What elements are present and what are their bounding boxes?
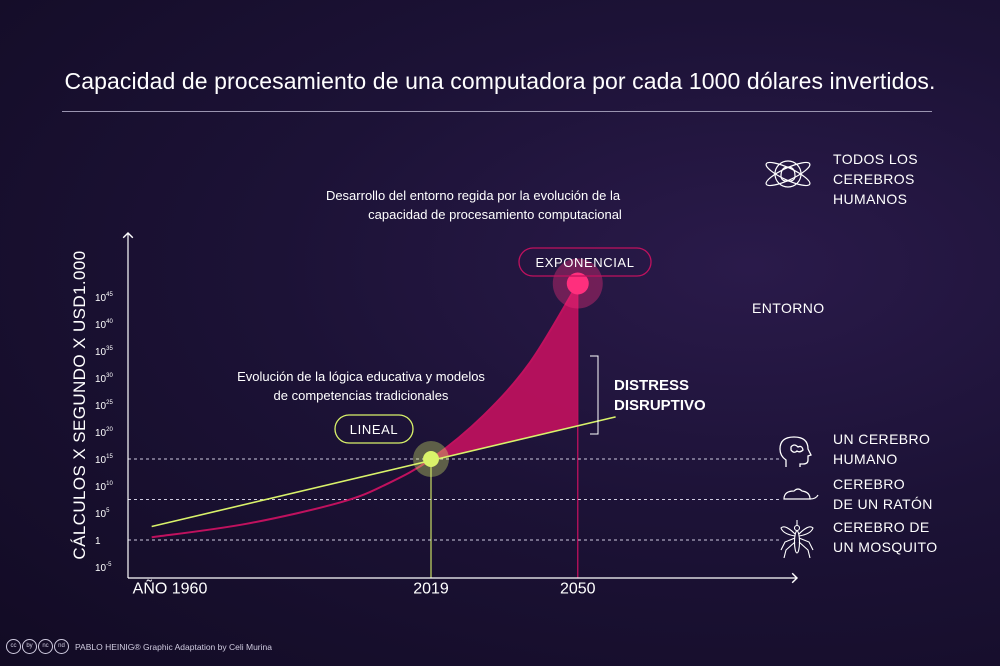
human-brain-line1: UN CEREBRO [833, 431, 930, 447]
y-tick-label: 1015 [95, 454, 113, 466]
y-tick-label: 10-5 [95, 562, 112, 574]
y-axis-label: CÁLCULOS X SEGUNDO X USD1.000 [70, 250, 89, 559]
linear-annotation-line2: de competencias tradicionales [274, 388, 449, 403]
linear-label-box [334, 414, 414, 444]
y-tick-label: 1030 [95, 373, 113, 385]
exponential-label-box [518, 247, 652, 277]
mouse-icon [783, 488, 819, 500]
y-tick-exponent: 15 [106, 454, 113, 460]
all-brains-line3: HUMANOS [833, 191, 907, 207]
y-tick-label: 1 [95, 536, 101, 547]
linear-label: LINEAL [350, 422, 398, 437]
brain-icon [779, 436, 812, 467]
page-title: Capacidad de procesamiento de una comput… [64, 68, 936, 94]
y-tick-exponent: 25 [106, 400, 113, 406]
y-tick-exponent: 45 [106, 292, 113, 298]
y-tick-label: 105 [95, 508, 110, 520]
nd-icon: nd [54, 639, 69, 654]
y-tick-label: 1010 [95, 481, 113, 493]
y-tick-exponent: 10 [106, 481, 113, 487]
y-tick-exponent: 20 [106, 427, 113, 433]
distress-label-line1: DISTRESS [614, 377, 689, 394]
y-tick-exponent: 30 [106, 373, 113, 379]
mouse-brain-line1: CEREBRO [833, 476, 905, 492]
all-brains-icon [765, 160, 811, 188]
y-tick-label: 1035 [95, 346, 113, 358]
linear-annotation-line1: Evolución de la lógica educativa y model… [237, 369, 485, 384]
title-divider [62, 111, 932, 112]
distress-label-line2: DISRUPTIVO [614, 397, 706, 414]
series-exponential-line [151, 282, 579, 539]
y-tick-exponent: -5 [106, 562, 112, 568]
all-brains-line2: CEREBROS [833, 171, 915, 187]
point-2050 [566, 272, 589, 295]
series-linear-line [151, 416, 616, 528]
exponential-label: EXPONENCIAL [535, 255, 634, 270]
x-tick-label: 2050 [560, 580, 596, 597]
entorno-label: ENTORNO [752, 300, 825, 316]
license-badges: cc by nc nd [6, 639, 69, 654]
mosquito-icon [780, 520, 814, 559]
distress-area [431, 283, 578, 461]
nc-icon: nc [38, 639, 53, 654]
point-2019 [423, 451, 439, 467]
all-brains-line1: TODOS LOS [833, 151, 918, 167]
human-brain-line2: HUMANO [833, 451, 898, 467]
credit-text: PABLO HEINIG® Graphic Adaptation by Celi… [75, 641, 272, 652]
distress-bracket [590, 355, 599, 435]
x-tick-label: 2019 [413, 580, 449, 597]
mosquito-brain-line2: UN MOSQUITO [833, 539, 937, 555]
footer: cc by nc nd PABLO HEINIG® Graphic Adapta… [6, 639, 272, 654]
y-tick-label: 1025 [95, 400, 113, 412]
mosquito-brain-line1: CEREBRO DE [833, 519, 930, 535]
top-annotation-line1: Desarrollo del entorno regida por la evo… [326, 188, 621, 203]
x-tick-label: AÑO 1960 [133, 577, 208, 597]
y-tick-exponent: 35 [106, 346, 113, 352]
by-icon: by [22, 639, 37, 654]
cc-icon: cc [6, 639, 21, 654]
y-tick-exponent: 5 [106, 508, 110, 514]
top-annotation-line2: capacidad de procesamiento computacional [368, 207, 622, 222]
y-tick-label: 1040 [95, 319, 113, 331]
mouse-brain-line2: DE UN RATÓN [833, 496, 933, 512]
y-tick-label: 1020 [95, 427, 113, 439]
y-tick-exponent: 40 [106, 319, 113, 325]
y-tick-label: 1045 [95, 292, 113, 304]
